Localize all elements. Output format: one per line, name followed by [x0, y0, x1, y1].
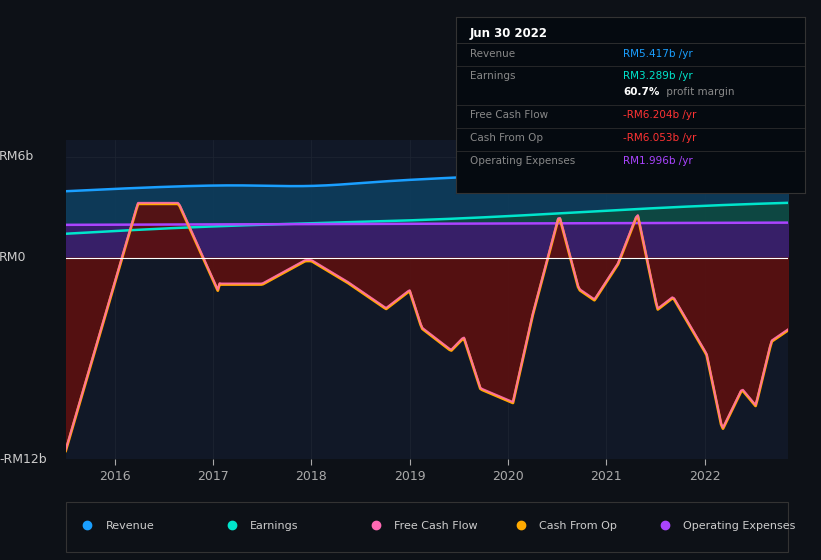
Text: 60.7%: 60.7%	[623, 87, 659, 97]
Text: Operating Expenses: Operating Expenses	[683, 521, 796, 531]
Text: Jun 30 2022: Jun 30 2022	[470, 27, 548, 40]
Text: Cash From Op: Cash From Op	[470, 133, 543, 143]
Text: RM3.289b /yr: RM3.289b /yr	[623, 72, 693, 82]
Text: Earnings: Earnings	[250, 521, 298, 531]
Text: -RM6.053b /yr: -RM6.053b /yr	[623, 133, 696, 143]
Text: Revenue: Revenue	[470, 49, 515, 59]
Text: Free Cash Flow: Free Cash Flow	[470, 110, 548, 120]
Text: RM6b: RM6b	[0, 150, 34, 164]
Text: profit margin: profit margin	[663, 87, 735, 97]
Text: -RM6.204b /yr: -RM6.204b /yr	[623, 110, 696, 120]
Text: Operating Expenses: Operating Expenses	[470, 156, 575, 166]
Text: Free Cash Flow: Free Cash Flow	[394, 521, 478, 531]
Text: RM0: RM0	[0, 251, 26, 264]
Text: RM5.417b /yr: RM5.417b /yr	[623, 49, 693, 59]
Text: Revenue: Revenue	[105, 521, 154, 531]
Text: Cash From Op: Cash From Op	[539, 521, 617, 531]
Text: -RM12b: -RM12b	[0, 452, 47, 466]
Text: RM1.996b /yr: RM1.996b /yr	[623, 156, 693, 166]
Text: Earnings: Earnings	[470, 72, 515, 82]
